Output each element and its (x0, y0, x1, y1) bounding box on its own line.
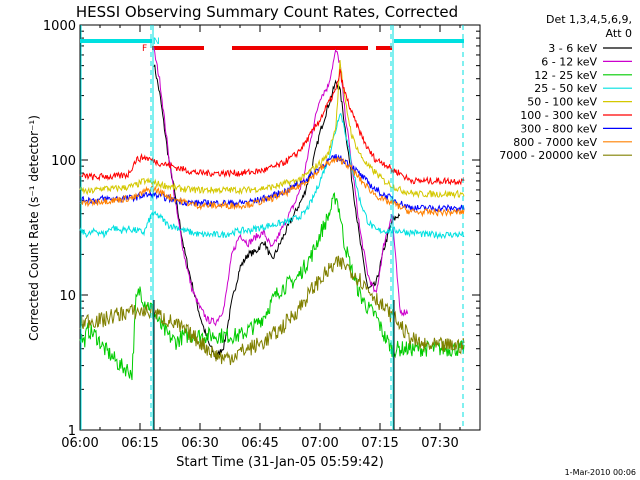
attenuator-flag-label: N (153, 37, 160, 47)
legend-entry-label: 3 - 6 keV (548, 42, 597, 55)
legend-entry-label: 100 - 300 keV (520, 109, 597, 122)
series-line-8 (79, 255, 465, 366)
series-line-4 (79, 59, 465, 200)
legend-header-line2: Att 0 (606, 27, 632, 40)
plot-frame (79, 24, 481, 431)
x-axis-label: Start Time (31-Jan-05 05:59:42) (176, 455, 384, 470)
chart-title: HESSI Observing Summary Count Rates, Cor… (76, 3, 458, 21)
series-line-3 (79, 112, 465, 240)
x-tick-label: 07:15 (361, 436, 398, 451)
x-tick-label: 07:00 (301, 436, 338, 451)
x-tick-label: 06:00 (61, 436, 98, 451)
series-lines (79, 47, 465, 381)
observing-flags: NF (80, 37, 464, 54)
legend-header-line1: Det 1,3,4,5,6,9, (546, 13, 632, 26)
y-tick-label: 1000 (43, 19, 76, 34)
y-tick-labels: 1 10 100 1000 (43, 19, 76, 439)
flare-flag-label: F (142, 44, 147, 54)
y-tick-label: 1 (68, 424, 76, 439)
legend-entry-label: 800 - 7000 keV (513, 136, 597, 149)
legend-entry-label: 12 - 25 keV (534, 69, 597, 82)
y-tick-label: 100 (51, 154, 76, 169)
x-tick-label: 06:45 (241, 436, 278, 451)
y-axis-label: Corrected Count Rate (s⁻¹ detector⁻¹) (27, 115, 41, 341)
footer-date: 1-Mar-2010 00:06 (565, 468, 636, 477)
x-tick-label: 06:30 (181, 436, 218, 451)
x-tick-label: 06:15 (121, 436, 158, 451)
legend-entry-label: 50 - 100 keV (527, 96, 597, 109)
axis-ticks (79, 24, 481, 431)
series-line-5 (79, 69, 465, 186)
legend-entry-label: 300 - 800 keV (520, 122, 597, 135)
legend-entry-label: 25 - 50 keV (534, 82, 597, 95)
legend-entry-label: 6 - 12 keV (541, 55, 597, 68)
series-line-7 (79, 156, 465, 218)
x-tick-labels: 06:00 06:15 06:30 06:45 07:00 07:15 07:30 (61, 436, 458, 451)
y-tick-label: 10 (59, 289, 76, 304)
series-line-0 (153, 64, 401, 360)
series-line-6 (79, 154, 465, 213)
series-line-1 (153, 47, 409, 327)
night-markers (80, 25, 464, 430)
legend-entry-label: 7000 - 20000 keV (499, 149, 597, 162)
x-tick-label: 07:30 (421, 436, 458, 451)
series-line-2 (79, 192, 465, 381)
